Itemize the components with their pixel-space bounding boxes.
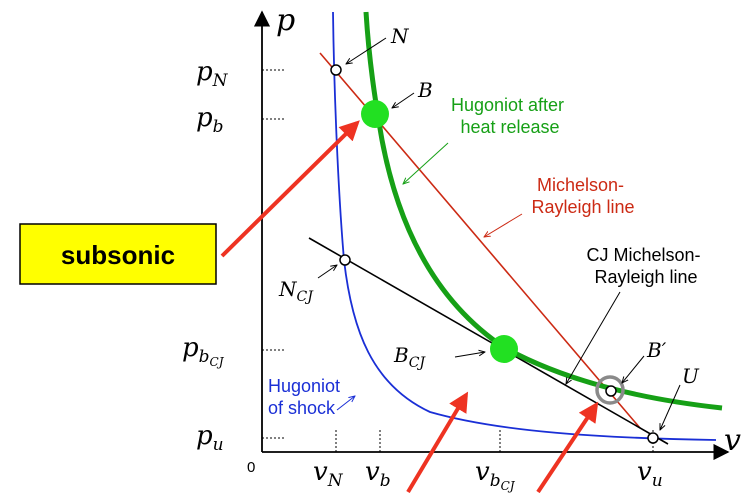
- label-BCJ: BCJ: [393, 343, 426, 371]
- y-tick-pN: pN: [196, 57, 229, 91]
- label-Bprime: B′: [646, 338, 667, 362]
- red-arrows: [220, 120, 599, 493]
- cj-line-leader: [566, 291, 621, 384]
- x-axis-symbol: v: [724, 423, 741, 458]
- point-B: [361, 100, 389, 128]
- michelson-label: Michelson- Rayleigh line: [531, 175, 634, 217]
- cj-rayleigh-line: [308, 237, 669, 445]
- label-U: U: [682, 364, 700, 388]
- point-N: [330, 64, 342, 76]
- label-B: B: [417, 78, 433, 102]
- label-N: N: [390, 24, 410, 48]
- guide-lines: [262, 69, 654, 452]
- label-NCJ: NCJ: [278, 277, 314, 305]
- point-U: [647, 432, 659, 444]
- y-axis-symbol: p: [276, 3, 295, 38]
- x-tick-vu: vu: [637, 457, 663, 491]
- y-tick-pb: pb: [196, 103, 224, 137]
- shock-hugoniot-label: Hugoniot of shock: [268, 376, 345, 418]
- point-BCJ: [490, 335, 518, 363]
- y-tick-pu: pu: [196, 421, 224, 455]
- michelson-leader: [484, 213, 523, 237]
- origin-label: 0: [247, 459, 255, 476]
- point-label-leaders: [317, 37, 681, 430]
- shock-hugoniot-curve: [332, 11, 717, 441]
- heat-hugoniot-leader: [403, 142, 449, 184]
- x-tick-vbCJ: vbCJ: [475, 457, 516, 493]
- subsonic-callout-box: [19, 223, 217, 285]
- cj-line-label: CJ Michelson- Rayleigh line: [586, 245, 705, 287]
- heat-hugoniot-label: Hugoniot after heat release: [451, 95, 569, 137]
- x-tick-vb: vb: [365, 457, 391, 491]
- subsonic-callout-text: subsonic: [61, 240, 175, 270]
- shock-hugoniot-leader: [336, 396, 355, 411]
- point-Bprime: [605, 385, 617, 397]
- y-tick-pbCJ: pbCJ: [182, 333, 225, 369]
- x-tick-vN: vN: [313, 457, 344, 491]
- point-NCJ: [339, 254, 351, 266]
- bprime-ring: [595, 375, 625, 405]
